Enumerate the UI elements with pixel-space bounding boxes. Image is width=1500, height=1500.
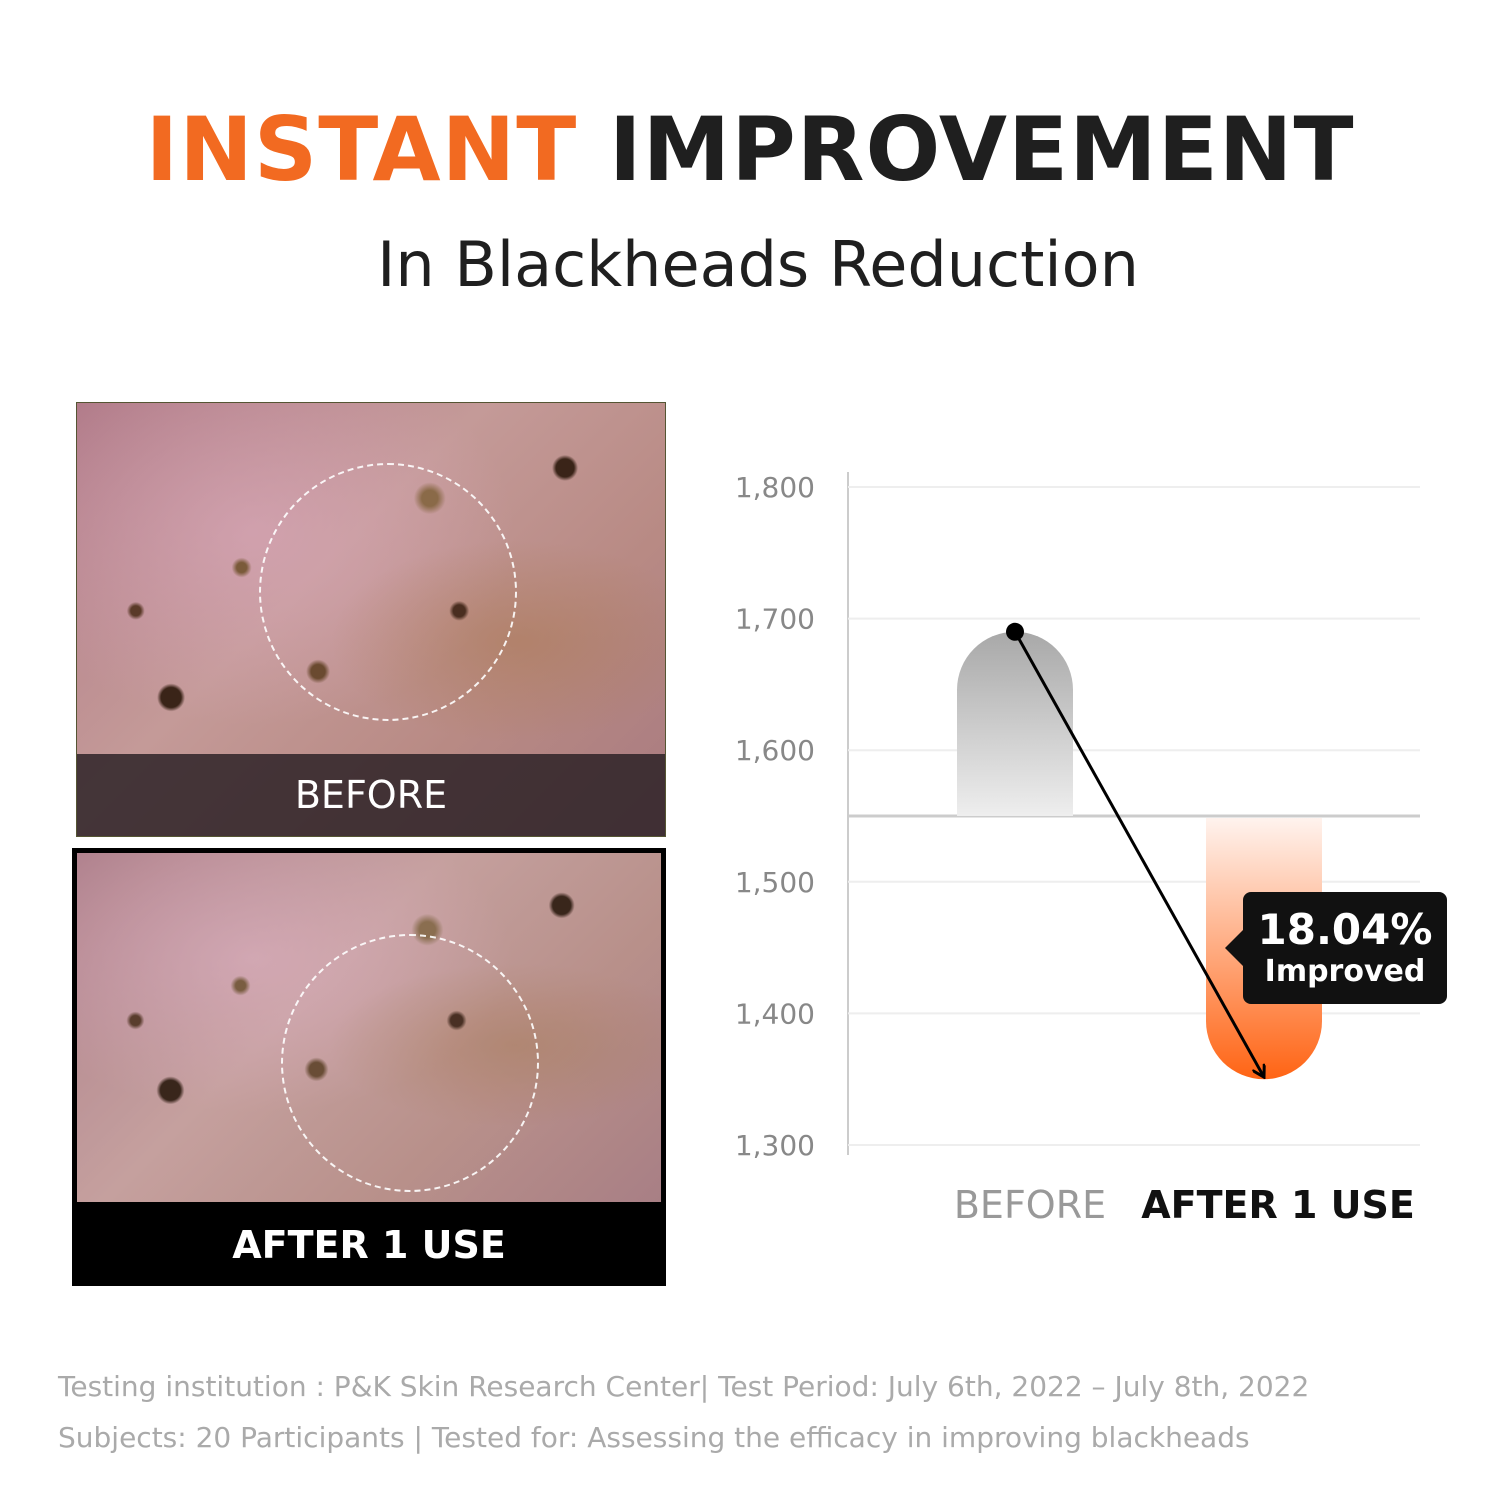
- trend-arrow: [1013, 631, 1264, 1077]
- page-title: INSTANT IMPROVEMENT: [145, 98, 1355, 201]
- highlight-circle: [259, 463, 517, 721]
- x-category-label: AFTER 1 USE: [1141, 1183, 1415, 1227]
- improvement-text: Improved: [1264, 954, 1426, 989]
- bar-before: [957, 631, 1073, 816]
- improvement-value: 18.04%: [1257, 905, 1433, 954]
- footer-line-1: Testing institution : P&K Skin Research …: [58, 1370, 1310, 1403]
- after-label: AFTER 1 USE: [72, 1204, 666, 1286]
- page-subtitle: In Blackheads Reduction: [377, 228, 1139, 301]
- before-photo: BEFORE: [76, 402, 666, 837]
- before-label: BEFORE: [77, 754, 665, 836]
- y-tick-label: 1,500: [735, 866, 815, 899]
- after-photo: AFTER 1 USE: [72, 848, 666, 1286]
- y-tick-label: 1,600: [735, 734, 815, 767]
- improvement-callout: 18.04% Improved: [1225, 892, 1447, 1004]
- highlight-circle: [281, 934, 539, 1192]
- y-tick-label: 1,800: [735, 471, 815, 504]
- y-tick-label: 1,700: [735, 603, 815, 636]
- footer-line-2: Subjects: 20 Participants | Tested for: …: [58, 1421, 1250, 1454]
- start-point: [1006, 622, 1024, 641]
- x-category-label: BEFORE: [954, 1183, 1106, 1227]
- y-tick-label: 1,300: [735, 1129, 815, 1162]
- y-tick-label: 1,400: [735, 997, 815, 1030]
